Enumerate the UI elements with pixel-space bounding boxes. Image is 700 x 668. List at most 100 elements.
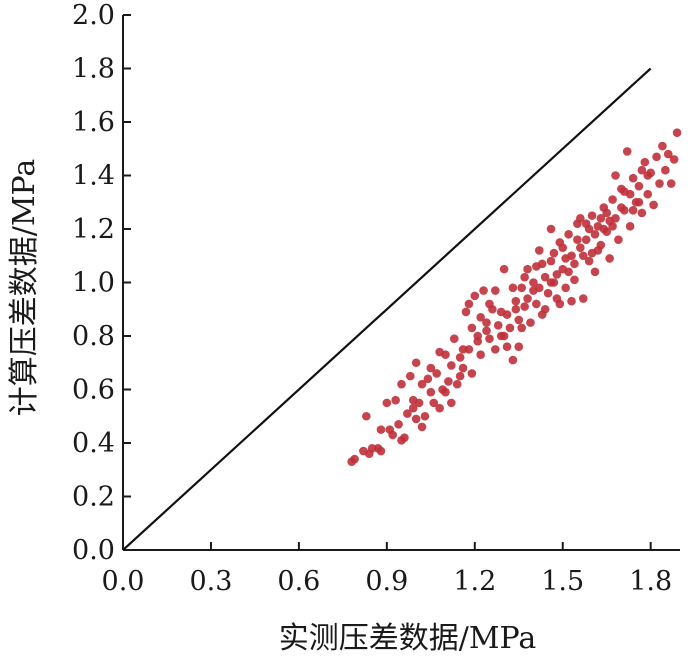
data-point <box>476 350 485 360</box>
data-point <box>669 155 679 164</box>
data-point <box>561 254 570 263</box>
data-point <box>532 299 541 309</box>
data-point <box>461 307 471 317</box>
data-point <box>482 318 491 327</box>
data-point <box>429 398 439 408</box>
data-point <box>417 379 427 389</box>
data-point <box>666 179 676 188</box>
data-point <box>605 254 614 263</box>
data-point <box>526 318 535 327</box>
data-point <box>661 165 670 175</box>
data-point <box>649 200 658 210</box>
data-point <box>382 398 392 408</box>
y-tick-label: 0.6 <box>72 375 115 406</box>
y-ticks: 0.0 0.2 0.4 0.6 0.8 1.0 1.2 1.4 1.6 1.8 2.0 <box>72 0 131 566</box>
data-point <box>400 433 409 442</box>
axes <box>122 15 680 551</box>
y-tick-label: 0.2 <box>72 482 115 513</box>
data-point <box>663 149 673 159</box>
data-point <box>590 267 600 277</box>
data-point <box>447 398 456 408</box>
data-point <box>493 321 503 330</box>
data-point <box>558 243 568 253</box>
x-tick-label: 0.0 <box>102 566 145 597</box>
data-point <box>455 353 465 362</box>
data-point <box>581 219 591 228</box>
data-point <box>485 334 494 343</box>
data-point <box>590 230 600 239</box>
data-point <box>625 222 635 231</box>
data-point <box>578 294 588 303</box>
data-point <box>397 379 406 389</box>
data-point <box>614 235 623 244</box>
y-tick-label: 0.4 <box>72 428 115 459</box>
data-point <box>587 248 597 258</box>
data-point <box>567 296 576 306</box>
data-point <box>411 358 421 368</box>
data-point <box>570 259 579 269</box>
data-point <box>470 291 480 301</box>
data-point <box>350 454 359 464</box>
data-point <box>362 411 371 421</box>
data-point <box>643 189 653 199</box>
data-point <box>581 235 591 244</box>
data-point <box>599 224 609 234</box>
data-point <box>576 214 585 223</box>
data-point <box>608 195 617 204</box>
data-point <box>570 275 579 285</box>
data-point <box>499 264 509 274</box>
data-point <box>637 165 647 175</box>
data-point <box>540 272 550 282</box>
data-point <box>520 302 529 311</box>
data-point <box>432 369 441 378</box>
data-point <box>376 425 386 434</box>
data-point <box>491 286 500 295</box>
data-point <box>520 272 529 282</box>
x-tick-label: 1.8 <box>629 566 672 597</box>
data-point <box>455 371 465 381</box>
data-point <box>523 294 532 303</box>
data-point <box>464 299 474 309</box>
x-ticks: 0.0 0.3 0.6 0.9 1.2 1.5 1.8 <box>102 542 672 597</box>
data-point <box>511 296 521 306</box>
data-point <box>523 264 532 274</box>
data-point <box>502 342 512 352</box>
data-point <box>420 411 430 421</box>
data-point <box>467 323 477 333</box>
data-point <box>529 278 538 287</box>
x-tick-label: 0.6 <box>277 566 320 597</box>
data-point <box>517 283 526 293</box>
data-points <box>347 128 682 467</box>
y-tick-label: 0.0 <box>72 535 115 566</box>
reference-line <box>122 67 652 551</box>
data-point <box>658 141 667 151</box>
data-point <box>534 283 544 293</box>
data-point <box>546 256 556 266</box>
y-tick-label: 1.0 <box>72 268 115 299</box>
data-point <box>417 422 427 432</box>
data-point <box>508 283 518 293</box>
x-tick-label: 1.2 <box>453 566 496 597</box>
data-point <box>426 363 436 373</box>
y-tick-label: 0.8 <box>72 321 115 352</box>
y-tick-label: 1.8 <box>72 54 115 85</box>
x-tick-label: 1.5 <box>541 566 584 597</box>
x-tick-label: 0.3 <box>189 566 232 597</box>
data-point <box>411 414 421 424</box>
data-point <box>540 304 550 314</box>
data-point <box>408 403 418 413</box>
y-tick-label: 1.4 <box>72 161 115 192</box>
data-point <box>476 312 485 322</box>
data-point <box>622 147 632 156</box>
data-point <box>449 334 459 343</box>
data-point <box>584 256 594 266</box>
data-point <box>391 395 400 405</box>
data-point <box>564 267 573 277</box>
x-tick-label: 0.9 <box>365 566 408 597</box>
data-point <box>444 377 453 386</box>
data-point <box>576 243 585 253</box>
data-point <box>485 299 494 309</box>
data-point <box>508 355 518 365</box>
data-point <box>555 299 565 309</box>
data-point <box>596 214 606 223</box>
